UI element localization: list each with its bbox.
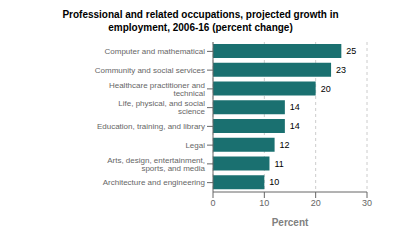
svg-text:20: 20 xyxy=(311,198,321,208)
svg-text:Arts, design, entertainment,sp: Arts, design, entertainment,sports, and … xyxy=(107,156,205,173)
svg-text:12: 12 xyxy=(280,140,290,150)
html-text:Professional and related occup: Professional and related occupations, pr… xyxy=(62,9,339,33)
svg-text:Education, training, and libra: Education, training, and library xyxy=(97,122,205,131)
svg-text:20: 20 xyxy=(321,84,331,94)
svg-text:10: 10 xyxy=(259,198,269,208)
svg-text:10: 10 xyxy=(269,177,279,187)
svg-text:30: 30 xyxy=(362,198,372,208)
svg-text:Architecture and engineering: Architecture and engineering xyxy=(103,178,205,187)
svg-text:23: 23 xyxy=(336,65,346,75)
svg-text:11: 11 xyxy=(274,159,283,169)
svg-text:0: 0 xyxy=(210,198,215,208)
svg-text:Computer and mathematical: Computer and mathematical xyxy=(105,47,206,56)
svg-text:Legal: Legal xyxy=(185,141,205,150)
svg-text:Healthcare practitioner andtec: Healthcare practitioner andtechnical xyxy=(109,81,205,98)
svg-text:Community and social services: Community and social services xyxy=(95,66,205,75)
svg-text:14: 14 xyxy=(290,121,300,131)
svg-text:Percent: Percent xyxy=(272,217,309,228)
svg-text:25: 25 xyxy=(346,46,356,56)
svg-text:Life, physical, and socialscie: Life, physical, and socialscience xyxy=(118,99,205,116)
svg-text:14: 14 xyxy=(290,102,300,112)
